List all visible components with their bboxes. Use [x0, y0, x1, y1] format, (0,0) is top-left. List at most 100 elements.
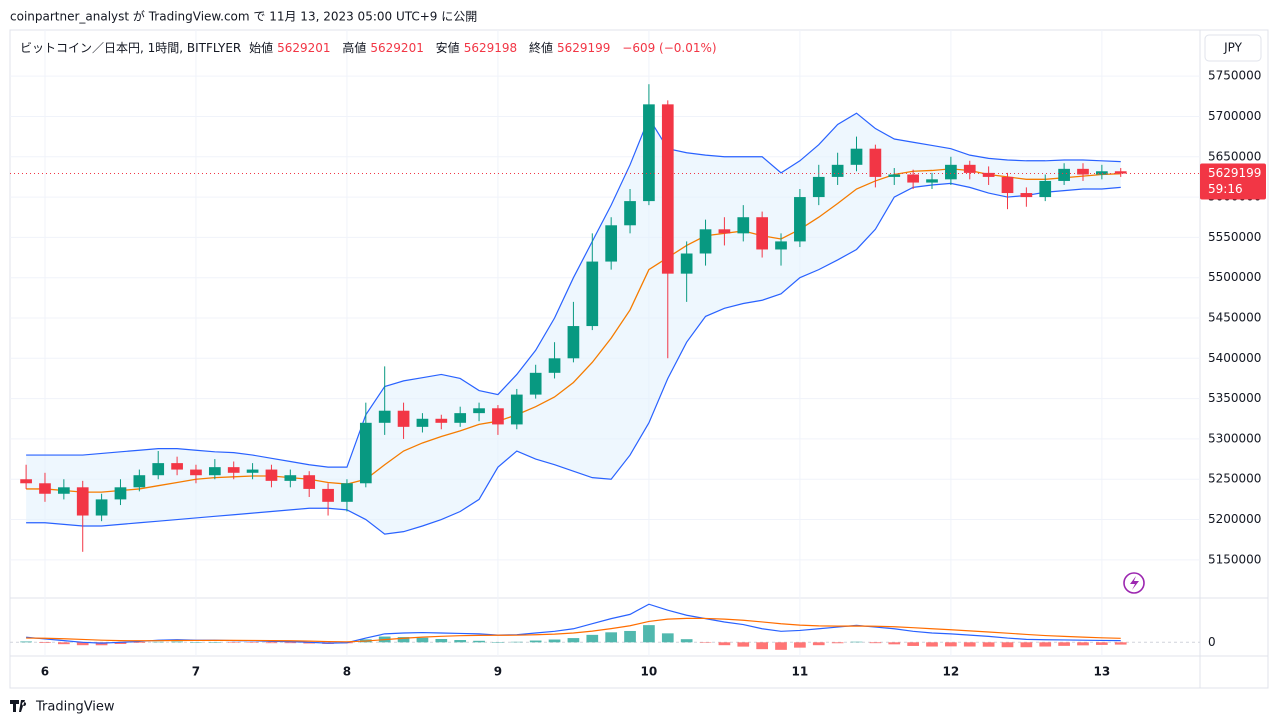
candle-body	[982, 172, 995, 177]
x-tick-label: 12	[943, 665, 960, 679]
candle-body	[246, 469, 259, 473]
brand: TradingView	[35, 700, 115, 715]
macd-histogram-bar	[95, 642, 108, 646]
y-tick-label: 5300000	[1208, 431, 1261, 445]
macd-histogram-bar	[888, 642, 901, 645]
candle-body	[737, 217, 750, 234]
x-tick-label: 9	[494, 665, 502, 679]
y-tick-label: 5700000	[1208, 109, 1261, 123]
countdown: 59:16	[1208, 182, 1243, 196]
currency-button[interactable]	[1204, 34, 1262, 62]
macd-histogram-bar	[737, 642, 750, 647]
ohlc-value: 5629198	[463, 41, 518, 55]
symbol: ビットコイン／日本円, 1時間, BITFLYER	[20, 41, 242, 55]
macd-histogram-bar	[718, 642, 731, 646]
candle-body	[208, 467, 221, 476]
candle-body	[775, 241, 787, 250]
macd-histogram-bar	[661, 633, 674, 643]
currency[interactable]: JPY	[1223, 41, 1243, 55]
y-tick-label: 5150000	[1208, 552, 1261, 566]
band-upper	[26, 112, 1121, 468]
candle-body	[756, 217, 768, 250]
candle-body	[114, 487, 127, 500]
candle-body	[1077, 168, 1089, 175]
candle-body	[397, 410, 410, 427]
candle-body	[812, 176, 825, 198]
x-tick-label: 10	[641, 665, 658, 679]
candle-body	[95, 499, 108, 516]
candle-body	[605, 225, 618, 262]
x-tick-label: 7	[192, 665, 200, 679]
y-tick-label: 5350000	[1208, 391, 1261, 405]
macd-histogram-bar	[1077, 642, 1089, 646]
candle-body	[171, 463, 183, 470]
ohlc-label: 高値	[342, 41, 367, 55]
macd-histogram-bar	[492, 642, 504, 643]
y-tick-label: 5400000	[1208, 351, 1261, 365]
symbol-legend: ビットコイン／日本円, 1時間, BITFLYER 始値 5629201 高値 56…	[20, 39, 721, 56]
macd-histogram-bar	[208, 642, 221, 643]
alert-icon-bolt	[1130, 576, 1139, 590]
macd-histogram-bar	[510, 641, 523, 643]
macd-histogram-bar	[133, 642, 146, 643]
macd-histogram-bar	[171, 641, 183, 643]
candle-body	[586, 261, 599, 327]
macd-histogram-bar	[20, 641, 32, 643]
y-tick-label: 5250000	[1208, 472, 1261, 486]
macd-histogram-bar	[831, 642, 844, 644]
candle-body	[888, 174, 901, 177]
candle-body	[454, 413, 467, 423]
alert-icon[interactable]	[1123, 572, 1145, 594]
candle-body	[435, 418, 448, 423]
macd-histogram-bar	[926, 642, 938, 647]
candle-body	[303, 475, 316, 489]
candle-body	[152, 463, 165, 476]
y-tick-label: 5550000	[1208, 230, 1261, 244]
macd-histogram-bar	[586, 634, 599, 643]
candle-body	[567, 326, 580, 359]
macd-histogram-bar	[775, 642, 787, 650]
y-tick-label: 5450000	[1208, 311, 1261, 325]
x-tick-label: 13	[1094, 665, 1111, 679]
macd-histogram-bar	[114, 642, 127, 644]
ohlc-value: 5629199	[556, 41, 611, 55]
candle-body	[341, 483, 353, 502]
macd-histogram-bar	[416, 637, 429, 643]
change: −609 (−0.01%)	[622, 41, 717, 55]
y-tick-label: 5200000	[1208, 512, 1261, 526]
macd-histogram-bar	[680, 639, 693, 643]
macd-histogram-bar	[869, 642, 882, 644]
candle-body	[265, 469, 278, 481]
macd-histogram-bar	[1114, 642, 1127, 645]
candle-body	[58, 487, 70, 494]
candle-body	[1058, 168, 1070, 181]
macd-histogram-bar	[605, 632, 618, 643]
x-tick-label: 11	[792, 665, 809, 679]
ohlc-label: 安値	[435, 41, 460, 55]
candle-body	[907, 174, 919, 183]
candle-body	[945, 164, 957, 180]
macd-histogram-bar	[982, 642, 995, 647]
macd-histogram-bar	[756, 642, 768, 650]
ohlc-label: 始値	[249, 41, 274, 55]
candle-body	[794, 197, 806, 242]
candle-body	[190, 469, 202, 476]
macd-histogram-bar	[397, 637, 410, 643]
candle-body	[133, 475, 146, 488]
candle-body	[529, 372, 542, 395]
ohlc-value: 5629201	[277, 41, 331, 55]
candle-body	[831, 164, 844, 177]
candle-body	[850, 148, 863, 165]
candle-body	[661, 104, 674, 274]
macd-histogram-bar	[246, 642, 259, 643]
macd-histogram-bar	[1020, 642, 1033, 648]
macd-histogram-bar	[284, 642, 297, 644]
candle-body	[643, 104, 655, 202]
candle-body	[1114, 171, 1127, 174]
x-tick-label: 8	[343, 665, 351, 679]
y-tick-label: 5750000	[1208, 69, 1261, 83]
last-price-label: 5629199	[1208, 166, 1261, 180]
candle-body	[1001, 176, 1014, 194]
macd-histogram-bar	[435, 639, 448, 643]
